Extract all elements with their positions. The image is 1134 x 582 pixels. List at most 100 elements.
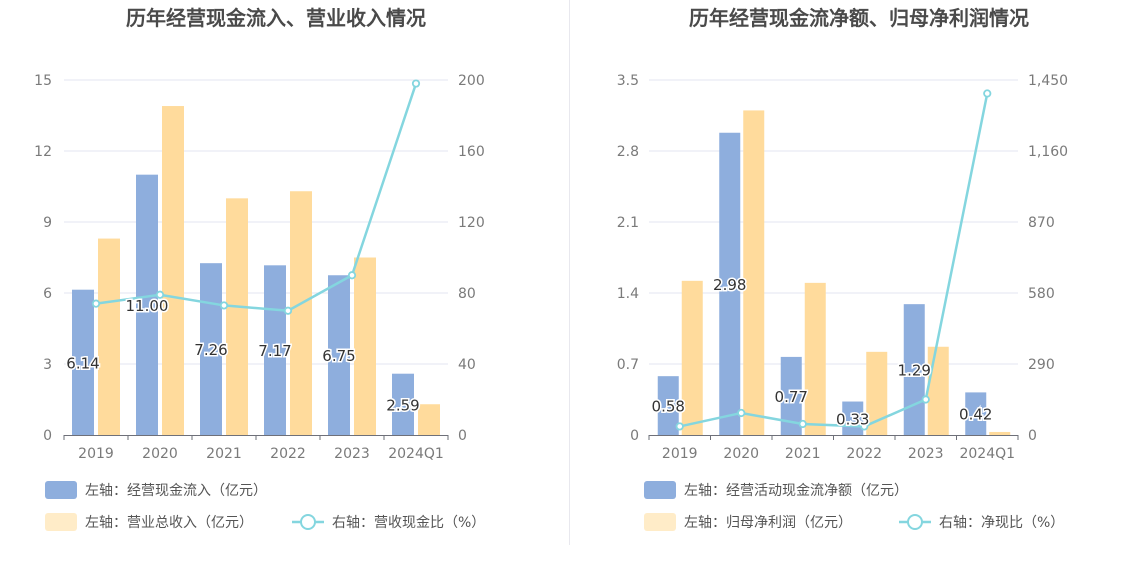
bar-primary <box>719 132 741 435</box>
bar-value-label: 6.14 <box>66 354 99 372</box>
legend-item: 右轴：营收现金比（%） <box>292 514 485 531</box>
x-tick-label: 2019 <box>662 446 698 462</box>
bar-value-label: 7.17 <box>258 342 291 360</box>
ratio-point <box>921 395 930 404</box>
legend-item: 左轴：经营现金流入（亿元） <box>45 481 267 499</box>
y-left-tick-label: 12 <box>34 144 52 160</box>
bar-value-label: 0.33 <box>836 410 869 428</box>
bar-primary <box>200 263 222 435</box>
bar-value-label: 2.59 <box>386 396 419 414</box>
bar-secondary <box>804 282 826 435</box>
y-right-tick-label: 290 <box>1028 357 1055 373</box>
x-tick-label: 2022 <box>270 446 306 462</box>
y-right-tick-label: 120 <box>458 215 485 231</box>
y-left-tick-label: 1.4 <box>617 286 639 302</box>
y-left-tick-label: 2.1 <box>617 215 639 231</box>
x-tick-label: 2020 <box>723 446 759 462</box>
bar-primary <box>780 356 802 435</box>
bar-secondary <box>927 346 949 435</box>
legend-label: 左轴：经营现金流入（亿元） <box>85 483 267 499</box>
bar-secondary <box>290 191 312 435</box>
legend-swatch <box>45 481 77 499</box>
y-left-tick-label: 2.8 <box>617 144 639 160</box>
y-right-tick-label: 1,450 <box>1028 73 1068 89</box>
y-left-tick-label: 15 <box>34 73 52 89</box>
y-right-tick-label: 580 <box>1028 286 1055 302</box>
ratio-point <box>411 79 421 88</box>
chart-title: 历年经营现金流净额、归母净利润情况 <box>689 6 1029 30</box>
y-left-tick-label: 0 <box>630 428 639 444</box>
x-tick-label: 2022 <box>846 446 882 462</box>
cashflow-inflow-revenue-chart: 历年经营现金流入、营业收入情况 0 0 3 40 6 80 9 120 12 160 15 200 20… <box>34 6 485 531</box>
y-left-tick-label: 0.7 <box>617 357 639 373</box>
bar-value-label: 0.77 <box>775 388 808 406</box>
ratio-point <box>283 306 293 315</box>
chart-title: 历年经营现金流入、营业收入情况 <box>126 6 426 30</box>
legend-item: 右轴：净现比（%） <box>899 514 1064 531</box>
x-tick-label: 2024Q1 <box>959 446 1015 462</box>
bar-value-label: 2.98 <box>713 276 746 294</box>
bar-secondary <box>989 431 1011 435</box>
y-right-tick-label: 870 <box>1028 215 1055 231</box>
legend-label: 右轴：净现比（%） <box>939 515 1064 531</box>
y-right-tick-label: 1,160 <box>1028 144 1068 160</box>
ratio-point <box>860 422 869 431</box>
y-right-tick-label: 80 <box>458 286 476 302</box>
legend-label: 左轴：归母净利润（亿元） <box>684 514 852 531</box>
legend-item: 左轴：经营活动现金流净额（亿元） <box>644 481 908 499</box>
ratio-point <box>219 301 229 310</box>
y-right-tick-label: 0 <box>1028 428 1037 444</box>
bar-value-label: 7.26 <box>194 341 227 359</box>
x-tick-label: 2019 <box>78 446 114 462</box>
bar-value-label: 1.29 <box>898 362 931 380</box>
ratio-point <box>155 290 165 299</box>
ratio-point <box>347 271 357 280</box>
bar-primary <box>392 373 414 435</box>
x-tick-label: 2020 <box>142 446 178 462</box>
bar-secondary <box>162 106 184 436</box>
bar-primary <box>328 275 350 435</box>
bar-secondary <box>354 257 376 435</box>
legend-label: 左轴：经营活动现金流净额（亿元） <box>684 483 908 499</box>
ratio-point <box>737 408 746 418</box>
y-right-tick-label: 160 <box>458 144 485 160</box>
ratio-point <box>983 89 992 98</box>
panel-divider <box>569 0 570 545</box>
x-tick-label: 2024Q1 <box>388 446 444 462</box>
ratio-line <box>679 93 989 428</box>
bar-value-label: 0.58 <box>652 398 685 416</box>
x-tick-label: 2021 <box>206 446 242 462</box>
legend-item: 左轴：归母净利润（亿元） <box>644 513 852 531</box>
bar-value-label: 6.75 <box>322 347 355 365</box>
bar-primary <box>264 265 286 435</box>
bar-secondary <box>98 238 120 435</box>
legend-swatch <box>644 513 676 531</box>
y-right-tick-label: 200 <box>458 73 485 89</box>
bar-secondary <box>226 198 248 435</box>
plot-area: 0 0 0.7 290 1.4 580 2.1 870 2.8 1,160 3.5 1,450 2019… <box>617 73 1068 462</box>
y-left-tick-label: 3 <box>43 357 52 373</box>
x-tick-label: 2023 <box>908 446 944 462</box>
bar-secondary <box>866 351 888 435</box>
legend-marker <box>907 514 923 530</box>
ratio-point <box>91 299 101 308</box>
legend-swatch <box>45 513 77 531</box>
y-right-tick-label: 0 <box>458 428 467 444</box>
bar-secondary <box>681 280 703 435</box>
ratio-point <box>798 419 807 429</box>
legend-label: 左轴：营业总收入（亿元） <box>85 515 253 531</box>
y-left-tick-label: 6 <box>43 286 52 302</box>
y-right-tick-label: 40 <box>458 357 476 373</box>
x-tick-label: 2021 <box>785 446 821 462</box>
ratio-point <box>675 422 684 431</box>
bar-value-label: 0.42 <box>959 406 992 424</box>
bar-value-label: 11.00 <box>126 297 169 315</box>
y-left-tick-label: 3.5 <box>617 73 639 89</box>
cashflow-net-profit-chart: 历年经营现金流净额、归母净利润情况 0 0 0.7 290 1.4 580 2.1 870 2.… <box>617 6 1068 531</box>
legend-swatch <box>644 481 676 499</box>
y-left-tick-label: 0 <box>43 428 52 444</box>
bar-primary <box>657 376 679 435</box>
ratio-line <box>95 83 418 313</box>
bar-secondary <box>743 110 765 435</box>
